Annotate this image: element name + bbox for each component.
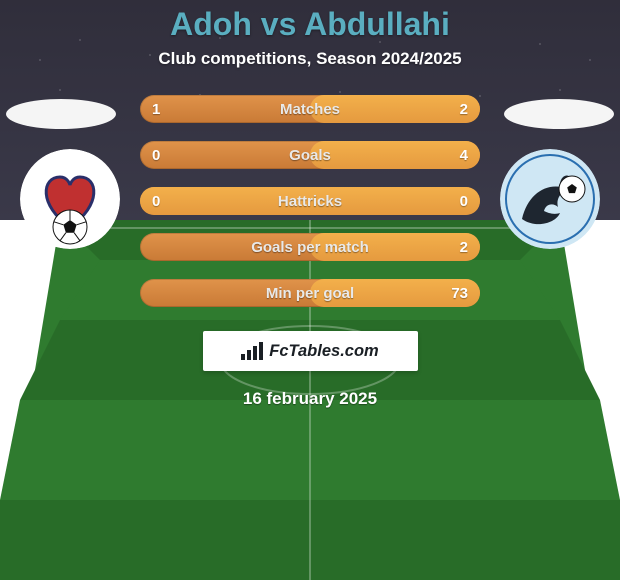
subtitle: Club competitions, Season 2024/2025 xyxy=(0,49,620,69)
brand-badge: FcTables.com xyxy=(203,331,418,371)
right-country-ellipse xyxy=(504,99,614,129)
stat-pill: 0Hattricks0 xyxy=(140,187,480,215)
stat-label: Matches xyxy=(140,95,480,123)
stat-right-value: 2 xyxy=(460,233,468,261)
left-club-crest xyxy=(20,149,120,249)
stat-right-value: 73 xyxy=(451,279,468,307)
stat-pill: Min per goal73 xyxy=(140,279,480,307)
left-country-ellipse xyxy=(6,99,116,129)
stat-pill: 1Matches2 xyxy=(140,95,480,123)
stat-pill: Goals per match2 xyxy=(140,233,480,261)
stats-container: 1Matches20Goals40Hattricks0Goals per mat… xyxy=(140,95,480,307)
brand-logo-icon xyxy=(241,342,263,360)
stat-label: Hattricks xyxy=(140,187,480,215)
stat-label: Goals per match xyxy=(140,233,480,261)
date-label: 16 february 2025 xyxy=(243,389,377,409)
right-club-crest xyxy=(500,149,600,249)
page-title: Adoh vs Abdullahi xyxy=(0,0,620,43)
stat-right-value: 0 xyxy=(460,187,468,215)
stat-right-value: 4 xyxy=(460,141,468,169)
stat-label: Min per goal xyxy=(140,279,480,307)
stat-right-value: 2 xyxy=(460,95,468,123)
stat-pill: 0Goals4 xyxy=(140,141,480,169)
brand-text: FcTables.com xyxy=(269,342,378,361)
stat-label: Goals xyxy=(140,141,480,169)
